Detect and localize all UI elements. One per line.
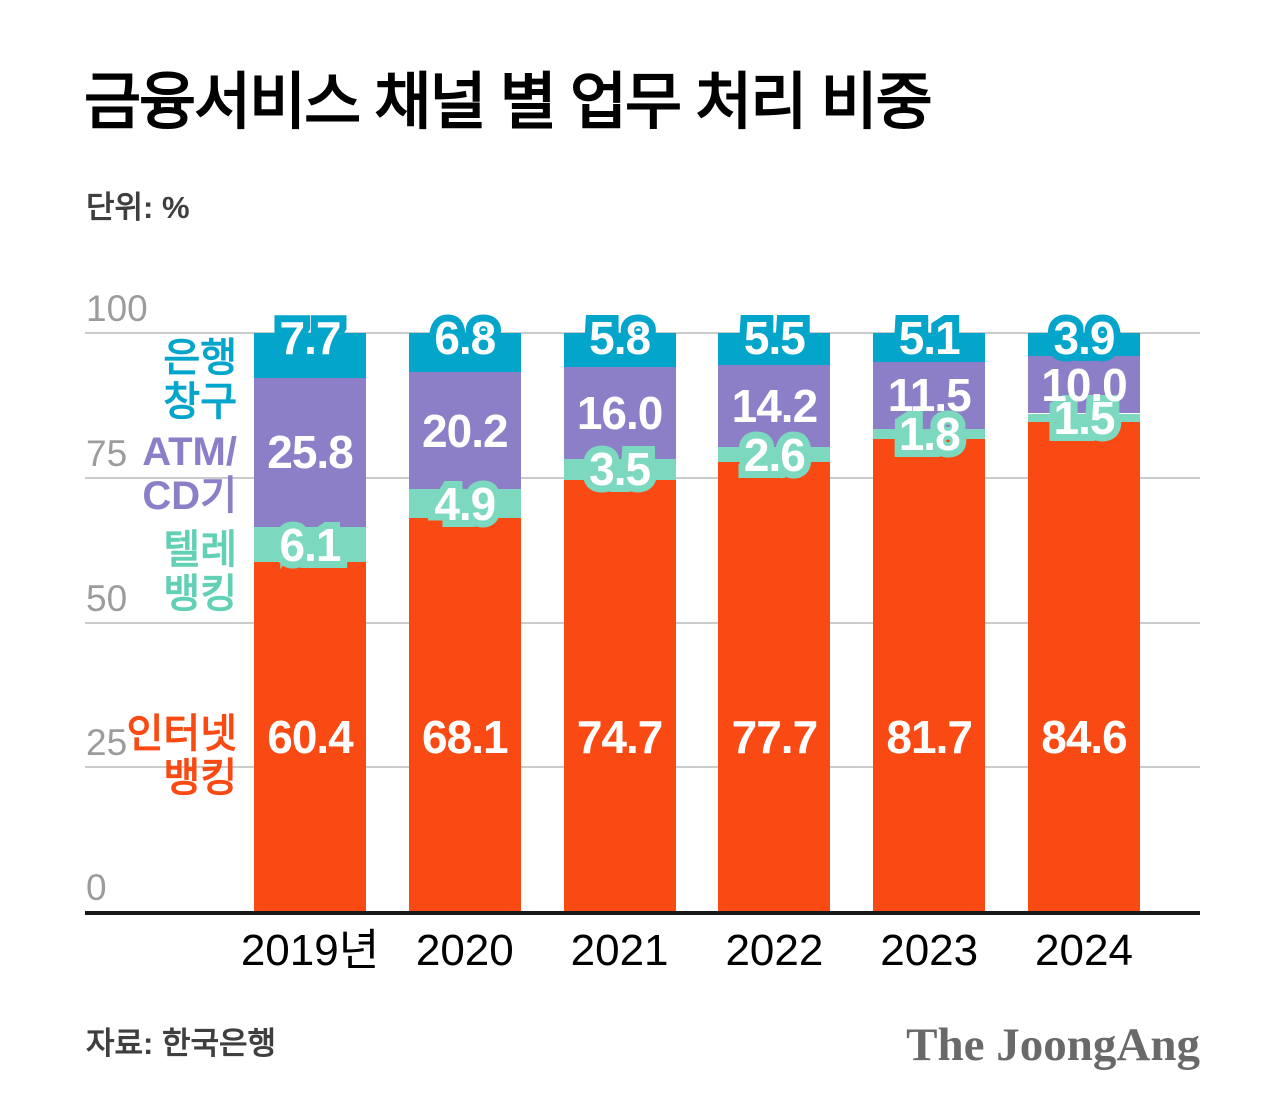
- legend-internet-banking-line1: 인터넷: [126, 712, 237, 756]
- legend-bank-teller-line2: 창구: [163, 380, 237, 424]
- legend-atm-cd-line1: ATM/: [142, 430, 237, 474]
- value-label-tele-2023: 1.8: [899, 411, 961, 457]
- value-label-bank-2021: 5.8: [589, 315, 651, 361]
- bar-2021: 74.7 3.5 16.0 5.8: [563, 315, 676, 912]
- legend-telebanking-line2: 뱅킹: [163, 572, 237, 616]
- value-label-tele-2021: 3.5: [589, 446, 651, 492]
- legend-internet-banking: 인터넷 뱅킹: [127, 712, 237, 800]
- segment-internet-2022: [718, 462, 831, 912]
- value-label-tele-2019년: 6.1: [280, 522, 342, 568]
- value-label-internet-2024: 84.6: [1041, 711, 1128, 763]
- value-label-internet-2022: 77.7: [731, 711, 819, 763]
- brand-logo: The JoongAng: [906, 1019, 1200, 1071]
- x-axis-label-2020: 2020: [415, 926, 514, 975]
- legend-atm-cd: ATM/ CD기: [142, 430, 237, 518]
- y-tick-label-0: 0: [86, 867, 107, 908]
- bar-2024: 84.6 1.510.03.9: [1028, 315, 1140, 912]
- segment-internet-2020: [408, 517, 521, 912]
- segment-internet-2021: [563, 479, 676, 912]
- x-axis-label-2023: 2023: [880, 926, 979, 975]
- value-label-internet-2021: 74.7: [576, 711, 664, 763]
- value-label-bank-2022: 5.5: [744, 315, 806, 361]
- y-tick-label-25: 25: [86, 722, 128, 764]
- bar-2023: 81.7 1.811.5 5.1: [873, 315, 986, 912]
- segment-atm-2020: [408, 372, 521, 490]
- bar-2022: 77.7 2.614.2 5.5: [718, 315, 831, 912]
- chart-title: 금융서비스 채널 별 업무 처리 비중: [84, 68, 933, 137]
- value-label-atm-2023: 11.5: [887, 369, 972, 422]
- value-label-atm-2021: 16.0: [576, 386, 664, 439]
- segment-internet-2019년: [254, 562, 366, 912]
- x-axis-label-2024: 2024: [1035, 926, 1133, 975]
- value-label-bank-2020: 6.8: [434, 315, 496, 361]
- y-tick-label-100: 100: [86, 288, 148, 329]
- value-label-internet-2020: 68.1: [422, 711, 509, 763]
- x-axis-label-2021: 2021: [570, 926, 669, 975]
- legend-bank-teller-line1: 은행: [163, 336, 237, 380]
- legend-telebanking-line1: 텔레: [163, 528, 237, 572]
- value-label-internet-2023: 81.7: [886, 711, 973, 763]
- legend-bank-teller: 은행 창구: [163, 336, 237, 424]
- value-label-atm-2020: 20.2: [422, 404, 509, 457]
- value-label-bank-2023: 5.1: [899, 315, 961, 361]
- segment-internet-2023: [873, 438, 986, 912]
- value-label-atm-2022: 14.2: [731, 379, 819, 432]
- segment-internet-2024: [1028, 422, 1140, 912]
- y-tick-label-75: 75: [86, 432, 128, 474]
- unit-label: 단위: %: [86, 190, 190, 225]
- value-label-tele-2024: 1.5: [1054, 395, 1116, 441]
- legend-telebanking: 텔레 뱅킹: [163, 528, 237, 616]
- value-label-bank-2024: 3.9: [1054, 315, 1116, 361]
- x-axis-label-2022: 2022: [725, 926, 824, 975]
- value-label-atm-2019년: 25.8: [267, 426, 354, 479]
- value-label-internet-2019년: 60.4: [267, 711, 354, 763]
- legend-atm-cd-line2: CD기: [142, 474, 237, 518]
- x-axis-label-2019년: 2019년: [240, 926, 380, 975]
- legend-internet-banking-line2: 뱅킹: [163, 756, 237, 800]
- value-label-tele-2022: 2.6: [744, 432, 806, 478]
- bar-2019년: 60.4 6.1 25.8 7.7: [254, 315, 366, 912]
- value-label-tele-2020: 4.9: [434, 481, 496, 527]
- y-tick-label-50: 50: [86, 577, 128, 619]
- segment-atm-2019년: [254, 377, 366, 527]
- value-label-bank-2019년: 7.7: [280, 315, 342, 361]
- bar-2020: 68.1 4.9 20.2 6.8: [408, 315, 521, 912]
- value-label-atm-2024: 10.0: [1041, 358, 1128, 411]
- plot-area: 60.4 6.1 25.8 7.7 68.1 4.9 20.2 6.8 74.7 3.5 16.0 5…: [85, 315, 1200, 915]
- x-axis-line: [85, 911, 1200, 915]
- source-label: 자료: 한국은행: [86, 1026, 277, 1061]
